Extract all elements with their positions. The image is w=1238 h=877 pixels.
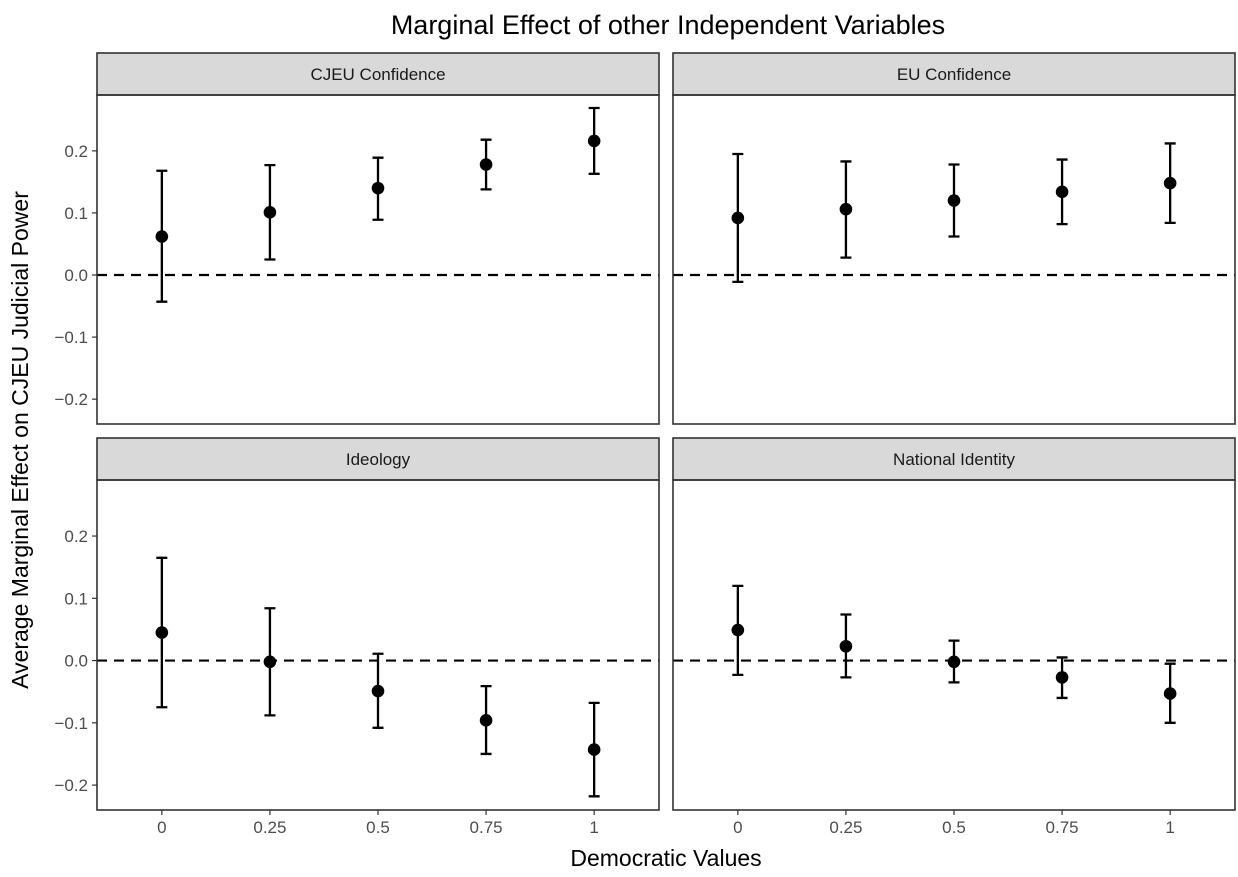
data-point — [587, 134, 601, 148]
x-tick-label: 0 — [157, 818, 166, 837]
x-axis-title: Democratic Values — [570, 845, 761, 871]
panel-border — [672, 94, 1236, 425]
x-tick-label: 0.5 — [366, 818, 390, 837]
data-point — [371, 684, 385, 698]
panel-strip-label: CJEU Confidence — [310, 65, 445, 84]
data-point — [731, 623, 745, 637]
data-point — [155, 230, 169, 243]
y-tick-label: 0.1 — [64, 589, 88, 608]
panel-4: National Identity 0 0.25 0.5 0.75 1 — [672, 437, 1236, 837]
data-point — [263, 206, 277, 219]
data-point — [1055, 185, 1069, 199]
x-tick-label: 0 — [733, 818, 742, 837]
x-tick-label: 1 — [1165, 818, 1174, 837]
y-tick-label: −0.2 — [54, 776, 88, 795]
x-tick-label: 1 — [589, 818, 598, 837]
x-tick-label: 0.25 — [829, 818, 862, 837]
data-point — [1055, 671, 1069, 684]
chart-title: Marginal Effect of other Independent Var… — [391, 10, 945, 40]
panel-strip — [672, 437, 1236, 481]
x-tick-label: 0.75 — [1046, 818, 1079, 837]
data-point — [263, 655, 277, 669]
y-tick-label: 0.0 — [64, 652, 88, 671]
y-tick-label: 0.2 — [64, 527, 88, 546]
data-point — [1163, 687, 1177, 700]
panel-border — [96, 94, 660, 425]
data-point — [479, 714, 493, 727]
data-point — [479, 158, 493, 171]
panel-2: EU Confidence — [672, 52, 1236, 425]
panel-strip — [96, 437, 660, 481]
y-tick-label: 0.0 — [64, 266, 88, 285]
y-axis-title: Average Marginal Effect on CJEU Judicial… — [7, 191, 33, 689]
panel-strip-label: Ideology — [346, 450, 411, 469]
panel-1: CJEU Confidence 0.2 0.1 0.0 −0.1 −0.2 — [54, 52, 660, 425]
y-tick-label: 0.1 — [64, 204, 88, 223]
panel-strip-label: National Identity — [893, 450, 1015, 469]
data-point — [947, 194, 961, 207]
data-point — [587, 743, 601, 756]
panels: CJEU Confidence 0.2 0.1 0.0 −0.1 −0.2 EU Confi… — [54, 52, 1236, 837]
data-point — [371, 181, 385, 195]
x-tick-label: 0.5 — [942, 818, 966, 837]
panel-strip — [672, 52, 1236, 96]
x-tick-label: 0.25 — [253, 818, 286, 837]
y-tick-label: −0.1 — [54, 328, 88, 347]
panel-3: Ideology 0.2 0.1 0.0 −0.1 −0.2 0 0.25 0.5 0.75 1 — [54, 437, 660, 837]
y-tick-label: −0.1 — [54, 714, 88, 733]
y-tick-label: 0.2 — [64, 142, 88, 161]
y-tick-label: −0.2 — [54, 390, 88, 409]
data-point — [839, 639, 853, 653]
x-tick-label: 0.75 — [470, 818, 503, 837]
data-point — [839, 202, 853, 216]
panel-border — [96, 479, 660, 811]
panel-strip-label: EU Confidence — [897, 65, 1011, 84]
panel-strip — [96, 52, 660, 96]
data-point — [155, 626, 169, 639]
data-point — [1163, 176, 1177, 190]
data-point — [731, 211, 745, 225]
data-point — [947, 655, 961, 669]
